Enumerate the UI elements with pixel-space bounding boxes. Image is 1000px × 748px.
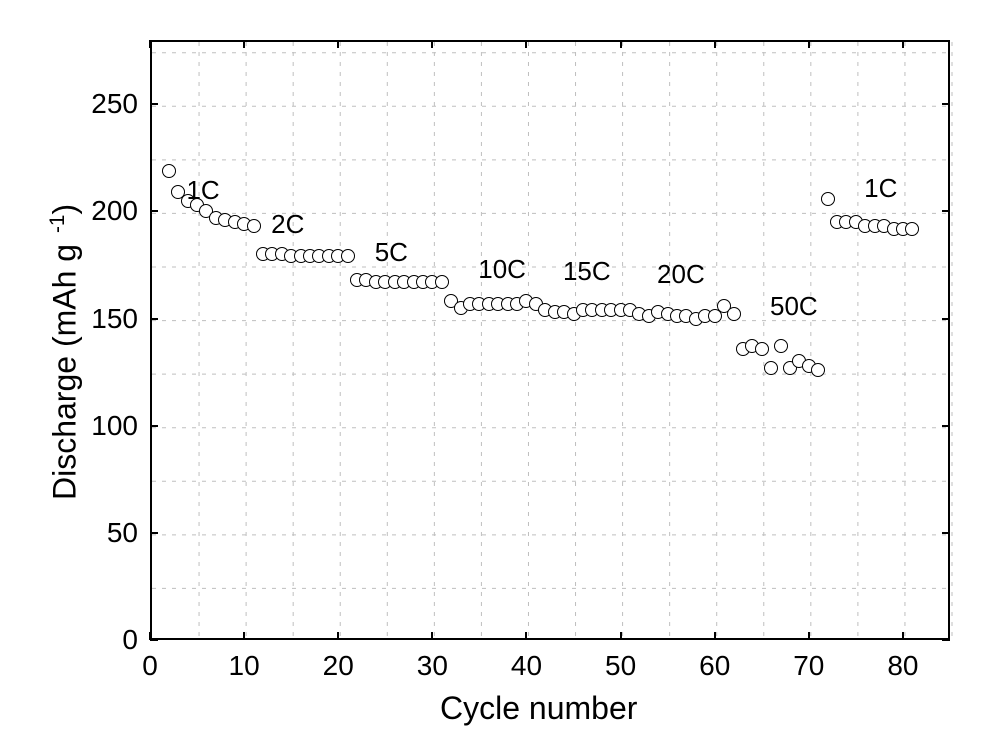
rate-annotation: 1C <box>864 175 897 201</box>
data-point <box>435 275 449 289</box>
rate-annotation: 20C <box>657 261 705 287</box>
rate-annotation: 10C <box>478 256 526 282</box>
data-point <box>755 342 769 356</box>
y-tick-mark <box>942 318 950 320</box>
rate-annotation: 2C <box>271 211 304 237</box>
plot-area <box>150 40 950 640</box>
y-tick-label: 0 <box>122 626 138 654</box>
y-tick-label: 150 <box>91 305 138 333</box>
x-tick-mark <box>525 632 527 640</box>
data-point <box>162 164 176 178</box>
x-tick-mark <box>149 40 151 48</box>
data-point <box>247 219 261 233</box>
x-tick-mark <box>243 632 245 640</box>
x-tick-label: 0 <box>120 652 180 680</box>
x-tick-label: 80 <box>873 652 933 680</box>
x-axis-label-text: Cycle number <box>440 690 637 726</box>
y-axis-label-tail: ) <box>47 204 83 215</box>
y-tick-label: 100 <box>91 412 138 440</box>
y-tick-mark <box>942 532 950 534</box>
x-tick-label: 30 <box>402 652 462 680</box>
x-axis-label: Cycle number <box>440 692 637 724</box>
x-tick-mark <box>620 632 622 640</box>
x-tick-mark <box>149 632 151 640</box>
y-tick-mark <box>150 103 158 105</box>
rate-annotation: 1C <box>186 177 219 203</box>
data-point <box>905 222 919 236</box>
y-tick-mark <box>150 318 158 320</box>
x-tick-mark <box>620 40 622 48</box>
x-tick-mark <box>243 40 245 48</box>
y-tick-mark <box>150 532 158 534</box>
rate-annotation: 50C <box>770 293 818 319</box>
x-tick-label: 10 <box>214 652 274 680</box>
x-tick-mark <box>808 632 810 640</box>
rate-annotation: 15C <box>563 258 611 284</box>
y-tick-mark <box>942 210 950 212</box>
y-axis-label-sup: -1 <box>46 215 69 234</box>
x-tick-mark <box>431 40 433 48</box>
chart-container: Cycle number Discharge (mAh g -1) 050100… <box>0 0 1000 748</box>
y-tick-label: 50 <box>107 519 138 547</box>
x-tick-mark <box>337 632 339 640</box>
data-point <box>727 307 741 321</box>
x-tick-label: 60 <box>685 652 745 680</box>
data-point <box>764 361 778 375</box>
y-tick-mark <box>150 425 158 427</box>
x-tick-label: 70 <box>779 652 839 680</box>
x-tick-mark <box>902 632 904 640</box>
data-point <box>341 249 355 263</box>
y-tick-mark <box>942 103 950 105</box>
y-tick-mark <box>150 639 158 641</box>
x-tick-mark <box>431 632 433 640</box>
y-tick-mark <box>942 639 950 641</box>
y-axis-label: Discharge (mAh g -1) <box>48 204 81 500</box>
x-tick-mark <box>808 40 810 48</box>
x-tick-mark <box>714 40 716 48</box>
x-tick-mark <box>525 40 527 48</box>
x-tick-mark <box>714 632 716 640</box>
x-tick-label: 50 <box>591 652 651 680</box>
rate-annotation: 5C <box>375 239 408 265</box>
grid-svg <box>152 42 952 642</box>
y-tick-label: 200 <box>91 197 138 225</box>
y-axis-label-text: Discharge (mAh g <box>47 244 83 500</box>
y-tick-mark <box>150 210 158 212</box>
y-tick-label: 250 <box>91 90 138 118</box>
data-point <box>821 192 835 206</box>
x-tick-label: 40 <box>496 652 556 680</box>
data-point <box>774 339 788 353</box>
x-tick-mark <box>902 40 904 48</box>
y-tick-mark <box>942 425 950 427</box>
x-tick-mark <box>337 40 339 48</box>
x-tick-label: 20 <box>308 652 368 680</box>
